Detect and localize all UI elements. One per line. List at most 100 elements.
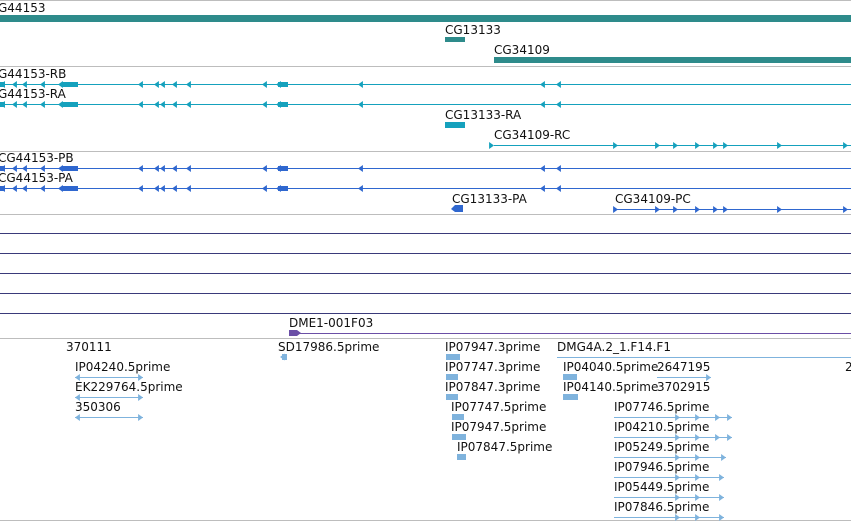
est-label[interactable]: IP07947.3prime [445,340,541,354]
est-block[interactable] [446,374,458,380]
exon-block[interactable] [445,122,465,128]
est-label[interactable]: IP04140.5prime [563,380,659,394]
est-label[interactable]: 370111 [66,340,112,354]
exon-block[interactable] [278,82,288,87]
strand-arrow [40,81,45,88]
strand-arrow [695,474,700,481]
strand-arrow [358,101,363,108]
strand-arrow [154,81,159,88]
gene-bar[interactable] [445,37,465,42]
strand-arrow [22,165,27,172]
gene-label[interactable]: CG13133 [445,23,501,37]
cds-block[interactable] [62,166,78,171]
est-block[interactable] [452,434,466,440]
track-separator [0,338,851,339]
est-label[interactable]: IP07847.5prime [457,440,553,454]
clone-label[interactable]: DME1-001F03 [289,316,374,330]
strand-arrow [58,165,63,172]
cds-block[interactable] [278,186,288,191]
est-label[interactable]: IP07747.3prime [445,360,541,374]
transcript-label[interactable]: G44153-RA [0,87,66,101]
transcript-label[interactable]: CG13133-RA [445,108,522,122]
strand-arrow [777,142,782,149]
strand-arrow [186,185,191,192]
strand-arrow [695,142,700,149]
transcript-label[interactable]: G44153-RB [0,67,67,81]
cds-block[interactable] [0,166,5,171]
cds-block[interactable] [451,205,463,212]
strand-arrow [695,414,700,421]
est-label[interactable]: 350306 [75,400,121,414]
est-label[interactable]: EK229764.5prime [75,380,183,394]
est-label[interactable]: IP04210.5prime [614,420,710,434]
est-label[interactable]: IP07946.5prime [614,460,710,474]
est-label[interactable]: IP05249.5prime [614,440,710,454]
strand-arrow [138,185,143,192]
strand-arrow [22,81,27,88]
strand-arrow [262,165,267,172]
cds-label[interactable]: CG13133-PA [452,192,527,206]
exon-block[interactable] [62,82,78,87]
strand-arrow [540,165,545,172]
est-label[interactable]: IP07846.5prime [614,500,710,514]
exon-block[interactable] [0,82,5,87]
est-block[interactable] [563,374,577,380]
est-label[interactable]: SD17986.5prime [278,340,380,354]
est-block[interactable] [452,414,464,420]
est-label[interactable]: IP07747.5prime [451,400,547,414]
strand-arrow [540,101,545,108]
exon-block[interactable] [0,102,5,107]
strand-arrow [655,142,660,149]
est-block[interactable] [282,354,287,360]
clone-block[interactable] [289,330,301,336]
strand-arrow [719,494,724,501]
est-block[interactable] [563,394,578,400]
track-separator [0,66,851,67]
est-label[interactable]: DMG4A.2_1.F14.F1 [557,340,671,354]
est-label[interactable]: IP04040.5prime [563,360,659,374]
strand-arrow [58,81,63,88]
strand-arrow [556,185,561,192]
cds-label[interactable]: CG34109-PC [615,192,691,206]
cds-label[interactable]: CG44153-PB [0,151,74,165]
est-block[interactable] [446,394,458,400]
strand-arrow [719,474,724,481]
strand-arrow [719,514,724,521]
strand-arrow [40,165,45,172]
strand-arrow [727,434,732,441]
cds-block[interactable] [278,166,288,171]
cds-label[interactable]: CG44153-PA [0,171,73,185]
est-label[interactable]: IP07947.5prime [451,420,547,434]
strand-arrow [12,185,17,192]
strand-arrow [262,101,267,108]
est-label[interactable]: IP07847.3prime [445,380,541,394]
exon-block[interactable] [62,102,78,107]
strand-arrow [12,101,17,108]
transcript-label[interactable]: CG34109-RC [494,128,571,142]
strand-arrow [721,454,726,461]
strand-arrow [713,142,718,149]
cds-block[interactable] [62,186,78,191]
track-separator [0,214,851,215]
est-block[interactable] [457,454,466,460]
exon-block[interactable] [278,102,288,107]
cds-block[interactable] [0,186,5,191]
strand-arrow [40,185,45,192]
gene-label[interactable]: G44153 [0,1,46,15]
strand-arrow [160,165,165,172]
strand-arrow [262,185,267,192]
strand-arrow [262,81,267,88]
est-block[interactable] [446,354,460,360]
track-separator [0,0,851,1]
strand-arrow [613,142,618,149]
strand-arrow [138,374,143,381]
est-label[interactable]: IP05449.5prime [614,480,710,494]
gene-bar[interactable] [494,57,851,63]
est-label[interactable]: 2647195 [657,360,711,374]
est-label[interactable]: IP04240.5prime [75,360,171,374]
est-label[interactable]: IP07746.5prime [614,400,710,414]
gene-label[interactable]: CG34109 [494,43,550,57]
gene-bar[interactable] [0,15,851,22]
est-label[interactable]: 2 [845,360,851,374]
est-label[interactable]: 3702915 [657,380,711,394]
